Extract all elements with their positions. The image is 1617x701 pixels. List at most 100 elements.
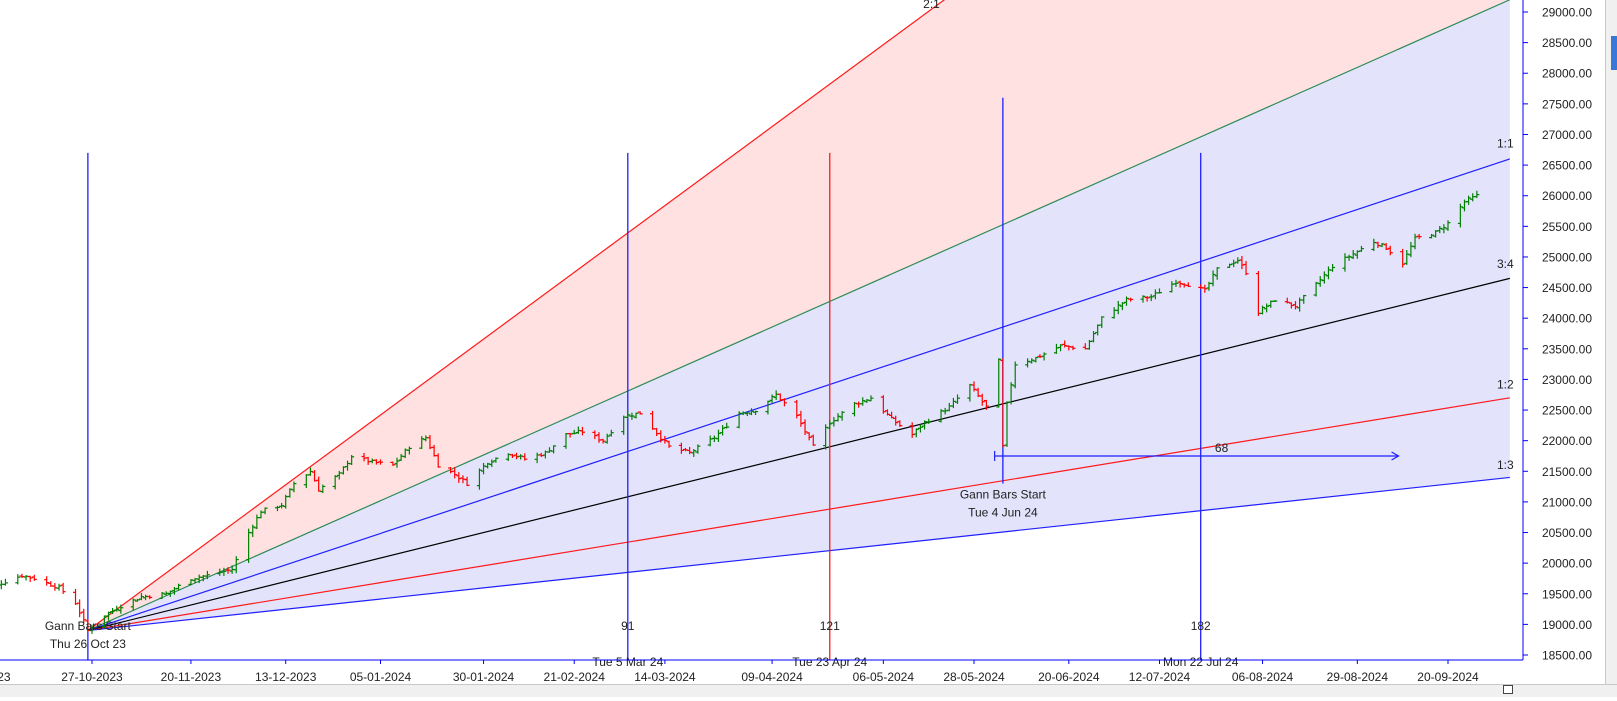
price-bar [15, 574, 21, 585]
x-tick-label: 20-11-2023 [161, 670, 222, 684]
price-bar [23, 575, 29, 581]
marker-date-label: Tue 5 Mar 24 [592, 655, 663, 669]
price-bar [781, 398, 787, 407]
x-tick-label: 30-01-2024 [453, 670, 515, 684]
price-bar [868, 395, 874, 402]
price-bar [406, 446, 412, 455]
marker-count-label: 182 [1191, 619, 1211, 633]
price-bar [1128, 297, 1134, 302]
price-bar [1301, 294, 1307, 304]
price-bar [884, 409, 890, 416]
price-bar [1387, 245, 1393, 256]
x-tick-label: 14-03-2024 [634, 670, 696, 684]
price-bar [1383, 242, 1389, 251]
marker-date-label: Tue 23 Apr 24 [792, 655, 867, 669]
y-tick-label: 21000.00 [1542, 495, 1592, 509]
price-bar [1148, 294, 1154, 302]
price-bar [1437, 225, 1443, 234]
price-bar [579, 426, 585, 436]
y-tick-label: 25500.00 [1542, 220, 1592, 234]
y-tick-label: 24500.00 [1542, 281, 1592, 295]
price-bar [390, 461, 396, 466]
price-bar [979, 393, 985, 406]
price-bar [1008, 382, 1014, 405]
price-bar [893, 415, 899, 426]
side-scroll-thumb[interactable] [1611, 36, 1617, 70]
price-bar [860, 397, 866, 406]
price-bar [274, 505, 280, 512]
scroll-thumb[interactable] [1503, 685, 1513, 694]
price-bar [225, 567, 231, 574]
price-bar [600, 438, 606, 444]
price-bar [724, 422, 730, 429]
price-bar [1358, 245, 1364, 252]
price-bar [291, 481, 297, 493]
x-tick-label: 2023 [0, 670, 11, 684]
y-tick-label: 26500.00 [1542, 159, 1592, 173]
price-bar [1404, 249, 1410, 265]
y-tick-label: 28500.00 [1542, 36, 1592, 50]
price-bar [794, 399, 800, 419]
price-bar [715, 429, 721, 443]
price-bar [81, 608, 87, 623]
x-tick-label: 05-01-2024 [350, 670, 412, 684]
horizontal-scrollbar[interactable] [0, 684, 1617, 697]
price-bar [1260, 305, 1266, 315]
price-bar [378, 459, 384, 465]
price-bar [1379, 242, 1385, 248]
y-tick-label: 28000.00 [1542, 67, 1592, 81]
price-bar [221, 567, 227, 576]
window-right-frame [1605, 0, 1617, 696]
price-bar [287, 488, 293, 498]
price-bar [89, 624, 95, 634]
price-bar [419, 436, 425, 449]
x-tick-label: 29-08-2024 [1327, 670, 1389, 684]
price-bar [955, 394, 961, 404]
price-bar [147, 595, 153, 600]
x-tick-label: 27-10-2023 [61, 670, 123, 684]
y-tick-label: 27500.00 [1542, 97, 1592, 111]
price-bar [456, 472, 462, 483]
price-bar [1070, 345, 1076, 351]
price-bar [1330, 263, 1336, 272]
price-bar [262, 507, 268, 515]
price-bar [695, 444, 701, 454]
price-bar [592, 430, 598, 440]
price-bar [687, 446, 693, 455]
price-bar [1119, 302, 1125, 311]
price-bar [637, 411, 643, 415]
price-bar [522, 453, 528, 461]
price-bar [134, 598, 140, 602]
price-bar [666, 440, 672, 448]
price-bar [1210, 270, 1216, 287]
price-bar [1231, 259, 1237, 268]
price-bar [1264, 303, 1270, 313]
y-tick-label: 23000.00 [1542, 373, 1592, 387]
fan-line [87, 277, 1510, 632]
price-bar [1350, 249, 1356, 260]
price-bar [56, 583, 62, 591]
price-bar [1124, 296, 1130, 306]
price-bar [1144, 295, 1150, 302]
price-bar [2, 578, 8, 586]
price-bar [897, 420, 903, 427]
price-bar [233, 556, 239, 574]
price-bar [1321, 271, 1327, 284]
price-bar [748, 408, 754, 416]
price-bar [1099, 316, 1105, 328]
price-bar [740, 411, 746, 416]
marker-count-label: 91 [621, 619, 635, 633]
y-tick-label: 21500.00 [1542, 465, 1592, 479]
price-bar [662, 435, 668, 444]
price-bar [839, 411, 845, 421]
price-bar [1091, 331, 1097, 343]
y-tick-label: 22000.00 [1542, 434, 1592, 448]
price-bar [73, 588, 79, 605]
price-bar [810, 434, 816, 446]
marker-count-label: 121 [820, 619, 840, 633]
price-bar [1400, 248, 1406, 268]
price-bar [1272, 300, 1278, 302]
x-tick-label: 12-07-2024 [1129, 670, 1191, 684]
price-bar [678, 442, 684, 454]
